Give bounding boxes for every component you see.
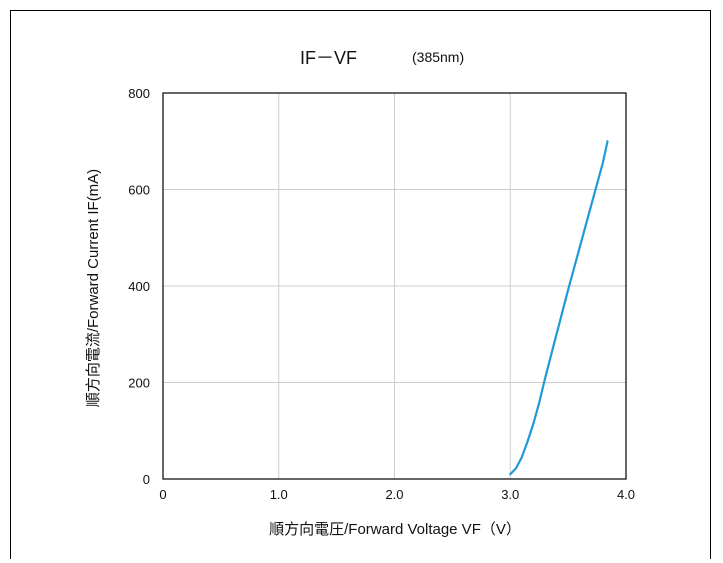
x-axis-ticks: 0 1.0 2.0 3.0 4.0 [159,487,635,502]
chart-frame [10,10,711,559]
series-group [509,140,609,476]
plot-area-border [162,92,627,480]
y-tick-label: 0 [143,472,150,487]
x-tick-label: 0 [159,487,166,502]
y-axis-ticks: 0 200 400 600 800 [128,86,150,487]
y-tick-label: 200 [128,376,150,391]
x-tick-label: 1.0 [270,487,288,502]
x-tick-label: 3.0 [501,487,519,502]
y-tick-label: 600 [128,183,150,198]
x-tick-label: 4.0 [617,487,635,502]
grid-lines [163,93,626,479]
y-tick-label: 400 [128,279,150,294]
y-tick-label: 800 [128,86,150,101]
x-tick-label: 2.0 [385,487,403,502]
x-axis-label: 順方向電圧/Forward Voltage VF（V） [269,521,521,538]
series-line [509,140,609,476]
chart-subtitle: (385nm) [412,49,464,65]
y-axis-label: 順方向電流/Forward Current IF(mA) [85,169,102,407]
chart-title: IF－VF [300,48,357,68]
